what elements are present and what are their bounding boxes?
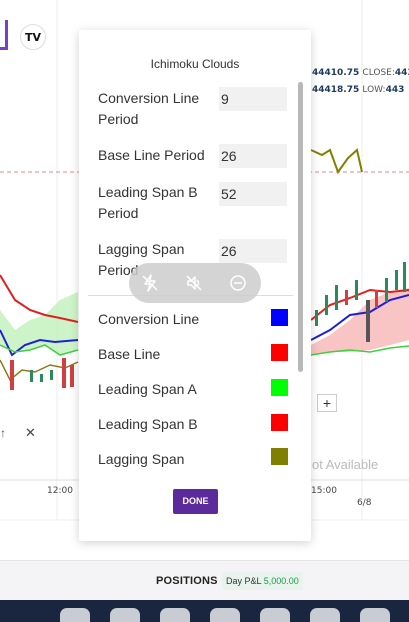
taskbar-button[interactable] [110, 608, 140, 622]
minus-circle-icon[interactable] [229, 274, 247, 292]
ohlc-value: 44418.75 [312, 85, 360, 95]
conversion-line-color-label: Conversion Line [98, 311, 200, 327]
day-pnl-badge: Day P&L 5,000.00 [222, 572, 303, 590]
lagging-span-color-label: Lagging Span [98, 451, 185, 467]
modal-scrollbar[interactable] [298, 82, 303, 372]
positions-label[interactable]: POSITIONS [156, 575, 218, 587]
leading-span-b-period-input[interactable] [219, 182, 287, 206]
leading-span-a-color-label: Leading Span A [98, 381, 197, 397]
base-line-color-label: Base Line [98, 346, 161, 362]
positions-bar[interactable] [0, 560, 409, 600]
base-line-period-label: Base Line Period [98, 147, 205, 163]
chart-canvas [0, 0, 409, 521]
ohlc-row-1: 44410.75 CLOSE:443 [312, 68, 409, 78]
taskbar-button[interactable] [360, 608, 390, 622]
modal-title: Ichimoku Clouds [150, 57, 240, 71]
ohlc-label: LOW: [362, 85, 386, 95]
day-pnl-label: Day P&L [226, 576, 262, 586]
flash-off-icon[interactable] [141, 274, 159, 292]
chart-type-indicator [0, 20, 8, 50]
leading-span-a-color-swatch[interactable] [271, 379, 288, 396]
lagging-span-color-swatch[interactable] [271, 448, 288, 465]
ohlc-value: 443 [394, 68, 409, 78]
base-line-period-input[interactable] [219, 144, 287, 168]
leading-span-b-color-swatch[interactable] [271, 414, 288, 431]
tradingview-logo-icon[interactable]: TV [20, 24, 46, 50]
leading-span-b-color-label: Leading Span B [98, 416, 198, 432]
not-available-text: ot Available [312, 457, 379, 472]
arrow-up-icon[interactable]: ↑ [0, 426, 6, 440]
lagging-span-period-input[interactable] [219, 239, 287, 263]
done-button[interactable]: DONE [173, 489, 218, 514]
close-icon[interactable]: ✕ [25, 425, 36, 440]
taskbar-button[interactable] [260, 608, 290, 622]
ohlc-row-2: 44418.75 LOW:443 [312, 85, 404, 95]
conversion-line-color-swatch[interactable] [271, 309, 288, 326]
time-axis-label: 12:00 [47, 486, 73, 496]
taskbar-button[interactable] [210, 608, 240, 622]
taskbar [0, 600, 409, 622]
lagging-span-period-label: Lagging Span Period [98, 241, 185, 278]
taskbar-button[interactable] [310, 608, 340, 622]
base-line-color-swatch[interactable] [271, 344, 288, 361]
ohlc-value: 44410.75 [312, 68, 360, 78]
day-pnl-value: 5,000.00 [263, 576, 299, 586]
leading-span-b-period-label: Leading Span B Period [98, 184, 198, 221]
ohlc-label: CLOSE: [362, 68, 395, 78]
conversion-line-period-label: Conversion Line Period [98, 90, 200, 127]
taskbar-button[interactable] [60, 608, 90, 622]
conversion-line-period-input[interactable] [219, 87, 287, 111]
time-axis-label: 15:00 [311, 486, 337, 496]
taskbar-button[interactable] [160, 608, 190, 622]
ohlc-value: 443 [385, 85, 405, 95]
add-button[interactable]: + [317, 394, 337, 412]
mute-icon[interactable] [185, 274, 203, 292]
time-axis-label: 6/8 [357, 498, 372, 508]
